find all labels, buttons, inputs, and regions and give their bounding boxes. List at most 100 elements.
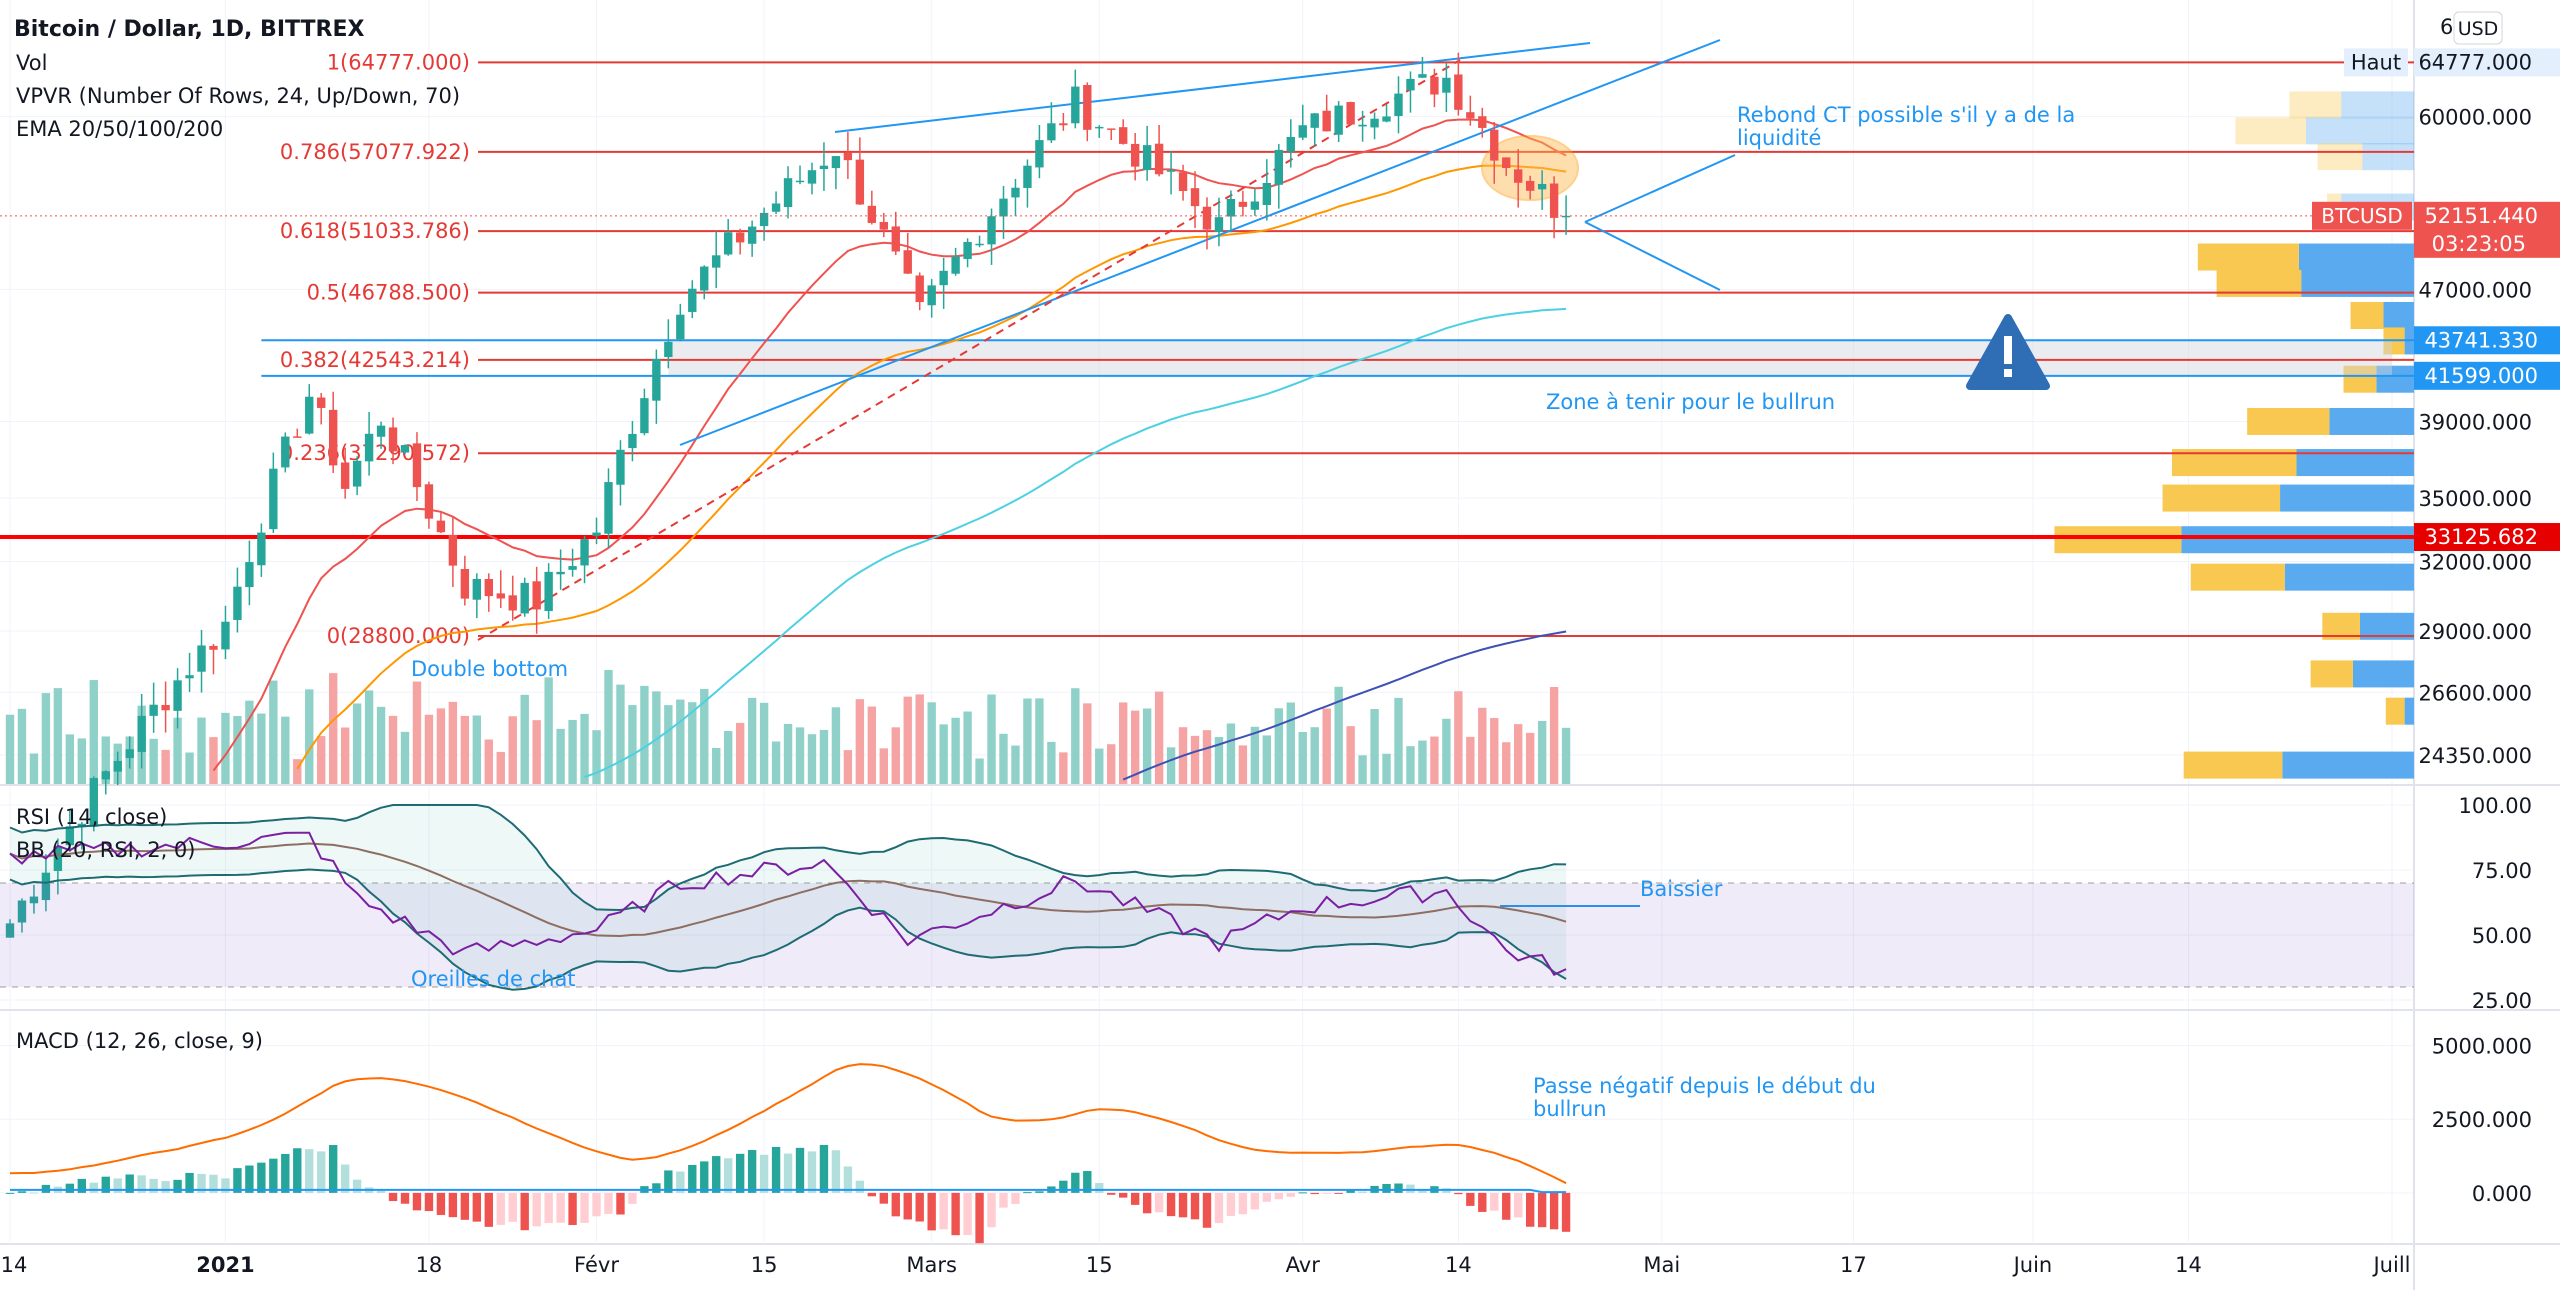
- volume-bar: [604, 669, 613, 784]
- candle-body: [903, 250, 912, 274]
- macd-histogram-bar: [1358, 1191, 1367, 1193]
- candle-body: [1023, 165, 1032, 188]
- volume-bar: [1537, 720, 1547, 784]
- volume-bar: [1418, 740, 1427, 784]
- macd-histogram-bar: [963, 1192, 972, 1236]
- macd-histogram-bar: [1202, 1192, 1212, 1228]
- volume-profile-down-bar: [2235, 117, 2306, 145]
- volume-profile: [2054, 91, 2414, 779]
- fib-level-label: 0.382(42543.214): [280, 348, 470, 372]
- macd-histogram-bar: [1322, 1192, 1331, 1194]
- macd-histogram-bar: [652, 1183, 661, 1193]
- volume-bar: [795, 727, 805, 784]
- macd-histogram-bar: [855, 1180, 865, 1193]
- candle-body: [664, 341, 673, 358]
- candle-body: [197, 645, 206, 672]
- volume-bar: [305, 689, 314, 784]
- candle-body: [1238, 201, 1248, 207]
- candle-body: [616, 449, 625, 485]
- candle-body: [388, 427, 398, 452]
- volume-profile-up-bar: [2404, 697, 2414, 725]
- candle-body: [269, 468, 278, 530]
- candle-body: [1549, 183, 1559, 218]
- volume-bar: [580, 713, 589, 784]
- candle-body: [1047, 123, 1056, 141]
- macd-tick-label: 2500.000: [2432, 1108, 2532, 1132]
- currency-button[interactable]: USD: [2453, 11, 2503, 45]
- volume-bar: [185, 752, 194, 784]
- candle-body: [795, 180, 805, 183]
- candle-body: [17, 900, 27, 923]
- macd-histogram-bar: [1537, 1192, 1547, 1228]
- volume-bar: [1382, 753, 1391, 784]
- high-badge-value: 64777.000: [2418, 50, 2532, 74]
- high-badge-bg: [2414, 48, 2560, 77]
- candle-body: [149, 704, 158, 716]
- candle-body: [1358, 124, 1367, 127]
- volume-profile-down-bar: [2317, 143, 2363, 171]
- macd-histogram-bar: [5, 1192, 15, 1194]
- macd-histogram-bar: [496, 1192, 505, 1225]
- volume-bar: [1346, 726, 1355, 784]
- macd-histogram-bar: [1154, 1192, 1164, 1213]
- volume-bar: [747, 697, 757, 784]
- macd-histogram-bar: [724, 1158, 733, 1193]
- volume-bar: [999, 733, 1008, 784]
- macd-histogram-bar: [999, 1192, 1008, 1208]
- rsi-tick-label: 25.00: [2472, 989, 2532, 1013]
- price-tick-label: 60000.000: [2418, 106, 2532, 130]
- macd-histogram-bar: [783, 1153, 793, 1193]
- rsi-tick-label: 50.00: [2472, 924, 2532, 948]
- candle-body: [1514, 169, 1523, 183]
- macd-histogram-bar: [556, 1192, 565, 1223]
- volume-bar: [233, 715, 242, 784]
- candle-body: [400, 445, 410, 453]
- macd-histogram-bar: [975, 1192, 984, 1244]
- last-price-value: 52151.440: [2424, 204, 2538, 228]
- candle-body: [305, 396, 314, 434]
- annotation-rebound-line1: Rebond CT possible s'il y a de la: [1737, 103, 2075, 127]
- macd-histogram-bar: [879, 1192, 888, 1204]
- volume-profile-down-bar: [2162, 484, 2281, 512]
- volume-bar: [1310, 727, 1319, 784]
- candle-body: [209, 645, 218, 650]
- macd-histogram-bar: [568, 1192, 577, 1225]
- volume-bar: [1154, 691, 1164, 784]
- volume-bar: [1095, 748, 1104, 784]
- volume-bar: [1083, 703, 1092, 784]
- volume-bar: [520, 694, 529, 784]
- annotation-bearish: Baissier: [1640, 877, 1723, 901]
- candle-body: [807, 170, 817, 184]
- price-badge-value: 43741.330: [2424, 328, 2538, 352]
- volume-bar: [712, 747, 721, 784]
- rsi-tick-label: 100.00: [2459, 794, 2532, 818]
- volume-profile-down-bar: [2310, 660, 2353, 688]
- volume-bar: [1202, 730, 1212, 784]
- high-badge-label-bg: [2344, 48, 2408, 77]
- macd-histogram-bar: [1119, 1192, 1128, 1198]
- macd-histogram-bar: [436, 1192, 446, 1215]
- volume-bar: [592, 730, 601, 784]
- volume-bar: [819, 729, 829, 784]
- indicator-ema-label: EMA 20/50/100/200: [16, 117, 223, 141]
- volume-profile-down-bar: [2190, 563, 2285, 591]
- volume-bar: [664, 705, 673, 784]
- fib-level-label: 1(64777.000): [327, 50, 470, 74]
- candle-body: [340, 462, 350, 489]
- candle-body: [819, 165, 829, 169]
- volume-bar: [915, 694, 924, 784]
- volume-bar: [29, 753, 39, 784]
- annotation-macd-negative-line1: Passe négatif depuis le début du: [1533, 1074, 1876, 1098]
- volume-bar: [376, 706, 386, 784]
- candle-body: [1537, 183, 1547, 190]
- candle-body: [364, 433, 374, 462]
- candle-body: [41, 872, 51, 901]
- volume-bar: [1394, 697, 1403, 784]
- candle-body: [520, 582, 529, 614]
- time-tick-label: 15: [751, 1253, 778, 1277]
- volume-bar: [903, 696, 912, 784]
- macd-histogram-bar: [771, 1146, 781, 1193]
- price-tick-label: 29000.000: [2418, 620, 2532, 644]
- macd-histogram-bar: [700, 1161, 709, 1193]
